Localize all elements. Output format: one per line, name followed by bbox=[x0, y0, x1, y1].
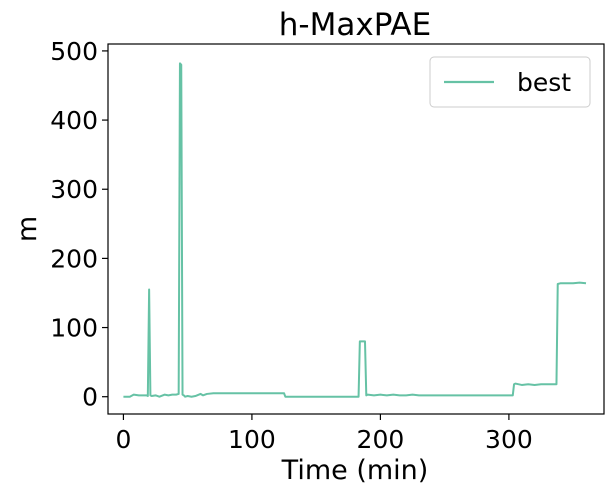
y-tick-label: 400 bbox=[50, 106, 98, 135]
legend-box bbox=[429, 56, 591, 108]
series-line-best bbox=[123, 62, 587, 398]
y-tick-label: 100 bbox=[50, 314, 98, 343]
x-tick-label: 0 bbox=[115, 425, 131, 454]
x-tick-label: 100 bbox=[228, 425, 276, 454]
y-tick-label: 300 bbox=[50, 175, 98, 204]
x-tick-label: 200 bbox=[357, 425, 405, 454]
y-tick-label: 0 bbox=[82, 383, 98, 412]
x-tick-label: 300 bbox=[485, 425, 533, 454]
legend-label-best: best bbox=[517, 68, 571, 97]
plot-area bbox=[123, 62, 587, 398]
y-axis: 0 100 200 300 400 500 bbox=[50, 37, 108, 412]
legend: best bbox=[429, 56, 591, 108]
y-tick-label: 500 bbox=[50, 37, 98, 66]
y-tick-label: 200 bbox=[50, 244, 98, 273]
y-axis-label: m bbox=[12, 216, 43, 242]
x-axis: 0 100 200 300 bbox=[115, 414, 533, 454]
x-axis-label: Time (min) bbox=[281, 455, 429, 486]
chart-title: h-MaxPAE bbox=[279, 7, 431, 43]
plot-frame bbox=[107, 43, 605, 415]
